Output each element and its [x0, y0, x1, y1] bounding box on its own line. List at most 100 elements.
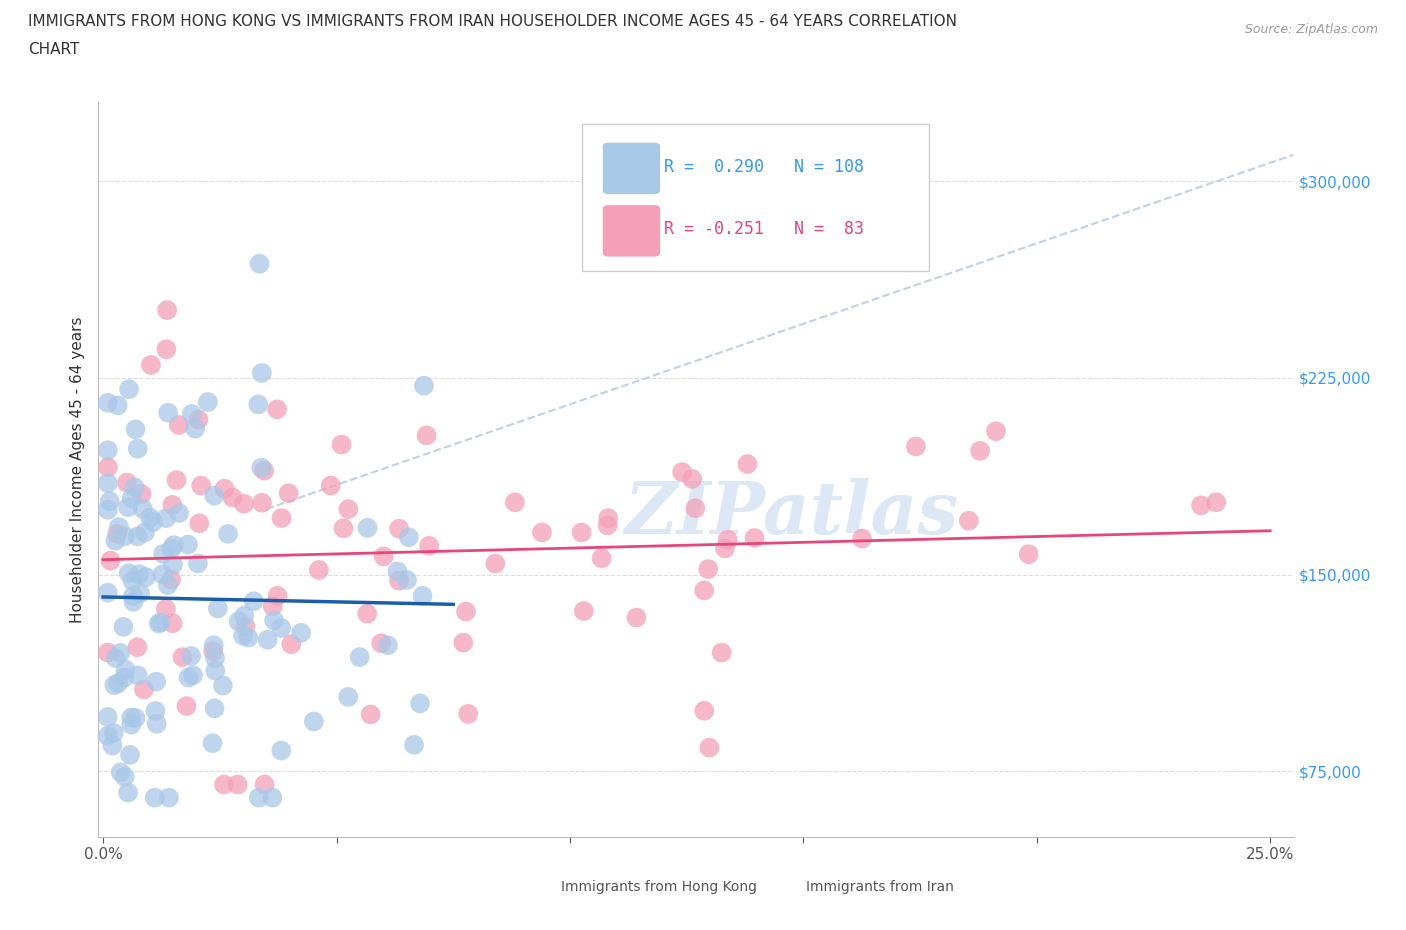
- Point: [247, 790, 270, 805]
- Point: [181, 668, 204, 683]
- Text: Immigrants from Hong Kong: Immigrants from Hong Kong: [561, 880, 756, 894]
- Point: [97, 475, 120, 490]
- Point: [97, 645, 120, 660]
- Point: [349, 650, 371, 665]
- Point: [270, 620, 292, 635]
- Point: [202, 638, 225, 653]
- Point: [413, 379, 436, 393]
- Point: [188, 516, 211, 531]
- Point: [155, 511, 177, 525]
- Point: [180, 406, 202, 421]
- Point: [127, 529, 149, 544]
- Point: [714, 541, 737, 556]
- Point: [671, 465, 693, 480]
- Point: [904, 439, 927, 454]
- Point: [139, 511, 162, 525]
- Point: [697, 562, 720, 577]
- Point: [107, 398, 129, 413]
- Point: [415, 428, 437, 443]
- Point: [97, 459, 120, 474]
- Point: [404, 737, 426, 752]
- Point: [214, 481, 236, 496]
- Point: [163, 538, 186, 552]
- Text: CHART: CHART: [28, 42, 80, 57]
- Point: [97, 728, 120, 743]
- Point: [162, 616, 184, 631]
- Point: [121, 574, 143, 589]
- Y-axis label: Householder Income Ages 45 - 64 years: Householder Income Ages 45 - 64 years: [69, 316, 84, 623]
- Point: [717, 532, 740, 547]
- Point: [204, 701, 226, 716]
- Point: [356, 521, 378, 536]
- Point: [693, 583, 716, 598]
- Point: [97, 710, 120, 724]
- Point: [337, 689, 360, 704]
- Point: [165, 472, 187, 487]
- Point: [356, 606, 378, 621]
- Point: [121, 491, 143, 506]
- Point: [591, 551, 613, 565]
- Point: [1018, 547, 1040, 562]
- Point: [115, 475, 138, 490]
- Point: [132, 682, 155, 697]
- Point: [122, 589, 145, 604]
- Point: [212, 678, 235, 693]
- Point: [1189, 498, 1212, 512]
- Point: [114, 529, 136, 544]
- Point: [187, 556, 209, 571]
- Point: [120, 717, 142, 732]
- Point: [1205, 495, 1227, 510]
- Point: [97, 395, 120, 410]
- Point: [277, 485, 299, 500]
- Point: [484, 556, 506, 571]
- Point: [204, 651, 226, 666]
- Point: [454, 604, 477, 619]
- Point: [100, 553, 122, 568]
- Point: [167, 418, 190, 432]
- Point: [201, 736, 224, 751]
- Point: [148, 616, 170, 631]
- Point: [187, 412, 209, 427]
- Point: [457, 707, 479, 722]
- Point: [626, 610, 648, 625]
- Point: [204, 663, 226, 678]
- Point: [212, 777, 235, 792]
- Point: [332, 521, 354, 536]
- Point: [152, 547, 174, 562]
- Point: [143, 790, 166, 805]
- Point: [114, 662, 136, 677]
- Point: [503, 495, 526, 510]
- Point: [142, 514, 165, 529]
- Point: [395, 573, 418, 588]
- Point: [360, 707, 382, 722]
- Point: [110, 645, 132, 660]
- Point: [308, 563, 330, 578]
- Point: [217, 526, 239, 541]
- Point: [270, 743, 292, 758]
- Point: [262, 599, 284, 614]
- Point: [104, 651, 127, 666]
- Point: [103, 678, 125, 693]
- Point: [117, 499, 139, 514]
- Point: [160, 541, 183, 556]
- Point: [238, 631, 260, 645]
- Point: [228, 614, 250, 629]
- Point: [253, 777, 276, 792]
- Point: [105, 526, 128, 541]
- Point: [685, 500, 707, 515]
- Point: [207, 601, 229, 616]
- Point: [596, 518, 619, 533]
- Point: [103, 725, 125, 740]
- Point: [235, 619, 257, 634]
- Point: [155, 602, 177, 617]
- Point: [247, 397, 270, 412]
- Point: [388, 521, 411, 536]
- Point: [377, 638, 399, 653]
- Point: [851, 531, 873, 546]
- FancyBboxPatch shape: [524, 874, 558, 900]
- Point: [156, 302, 179, 317]
- Point: [744, 530, 766, 545]
- Point: [112, 619, 135, 634]
- Point: [172, 650, 194, 665]
- Point: [135, 570, 157, 585]
